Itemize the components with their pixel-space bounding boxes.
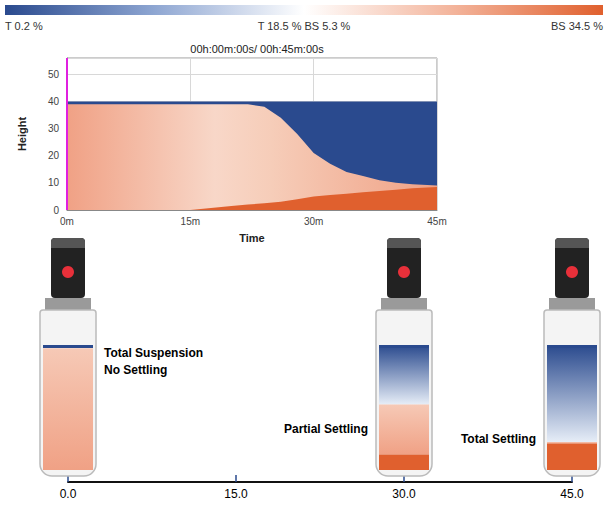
svg-text:30.0: 30.0 xyxy=(392,487,416,501)
svg-text:45m: 45m xyxy=(427,216,446,227)
svg-text:15m: 15m xyxy=(181,216,200,227)
svg-text:T 0.2 %: T 0.2 % xyxy=(5,20,43,32)
svg-text:40: 40 xyxy=(48,96,60,107)
svg-text:Partial Settling: Partial Settling xyxy=(284,422,368,436)
svg-text:Total Settling: Total Settling xyxy=(461,432,536,446)
svg-text:30m: 30m xyxy=(304,216,323,227)
svg-text:No Settling: No Settling xyxy=(104,363,167,377)
svg-text:00h:00m:00s/ 00h:45m:00s: 00h:00m:00s/ 00h:45m:00s xyxy=(190,43,324,55)
svg-text:20: 20 xyxy=(48,150,60,161)
svg-text:0: 0 xyxy=(53,205,59,216)
svg-text:15.0: 15.0 xyxy=(224,487,248,501)
svg-text:Height: Height xyxy=(16,117,28,152)
svg-text:10: 10 xyxy=(48,177,60,188)
svg-text:50: 50 xyxy=(48,69,60,80)
svg-text:30: 30 xyxy=(48,123,60,134)
svg-text:0m: 0m xyxy=(60,216,74,227)
svg-text:Time: Time xyxy=(239,232,264,244)
svg-text:0.0: 0.0 xyxy=(60,487,77,501)
svg-text:Total Suspension: Total Suspension xyxy=(104,346,206,360)
svg-text:BS 34.5 %: BS 34.5 % xyxy=(551,20,603,32)
svg-text:T 18.5 % BS 5.3 %: T 18.5 % BS 5.3 % xyxy=(258,20,351,32)
svg-text:45.0: 45.0 xyxy=(560,487,584,501)
